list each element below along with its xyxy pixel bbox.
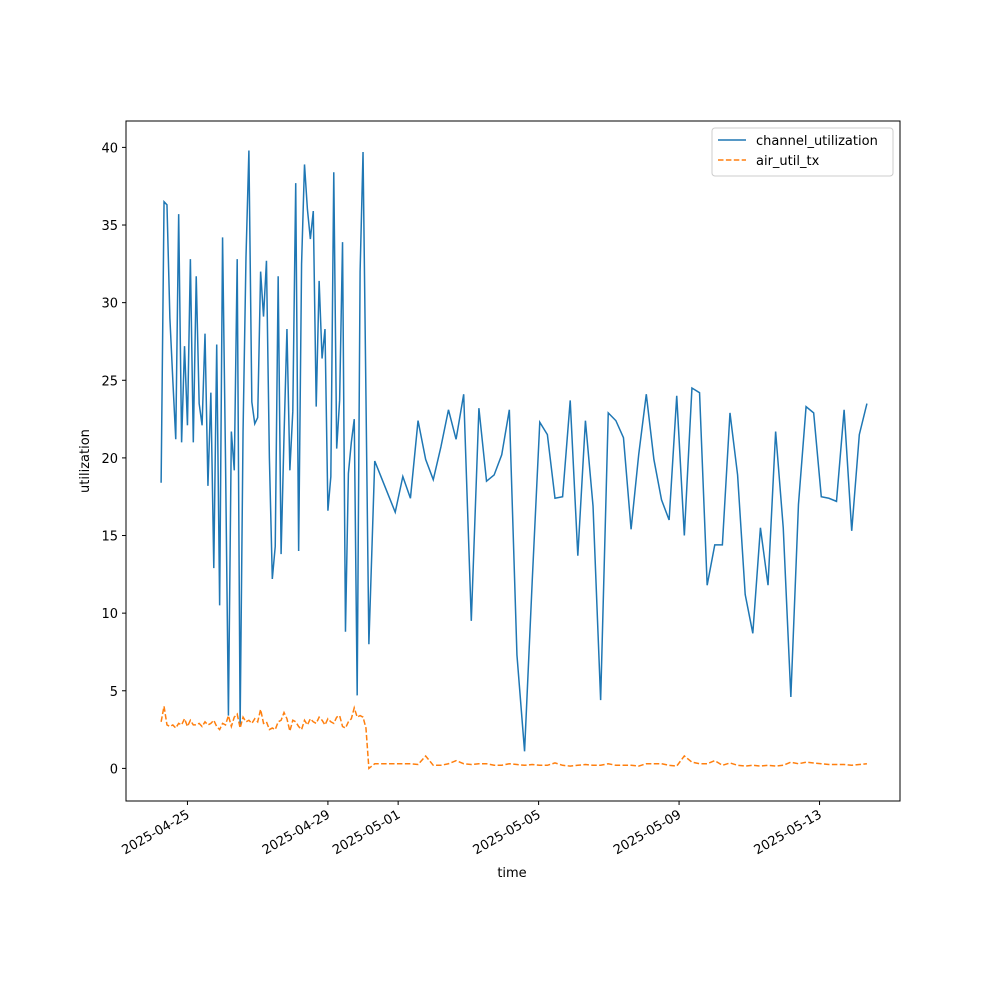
y-tick-label: 40	[101, 141, 118, 156]
y-tick-label: 5	[110, 685, 118, 700]
y-tick-label: 25	[101, 374, 118, 389]
y-axis-label: utilization	[78, 429, 93, 493]
legend: channel_utilization air_util_tx	[711, 127, 894, 177]
y-tick-label: 20	[101, 452, 118, 467]
y-tick-label: 0	[110, 762, 118, 777]
series-line	[160, 150, 868, 752]
y-tick-label: 10	[101, 607, 118, 622]
legend-label: channel_utilization	[756, 134, 878, 149]
series-line	[160, 705, 868, 770]
y-tick-label: 35	[101, 219, 118, 234]
legend-box	[711, 127, 894, 177]
plot-frame	[125, 120, 901, 802]
legend-label: air_util_tx	[756, 154, 820, 169]
y-tick-label: 15	[101, 530, 118, 545]
y-tick-label: 30	[101, 297, 118, 312]
x-axis-label: time	[497, 866, 526, 881]
